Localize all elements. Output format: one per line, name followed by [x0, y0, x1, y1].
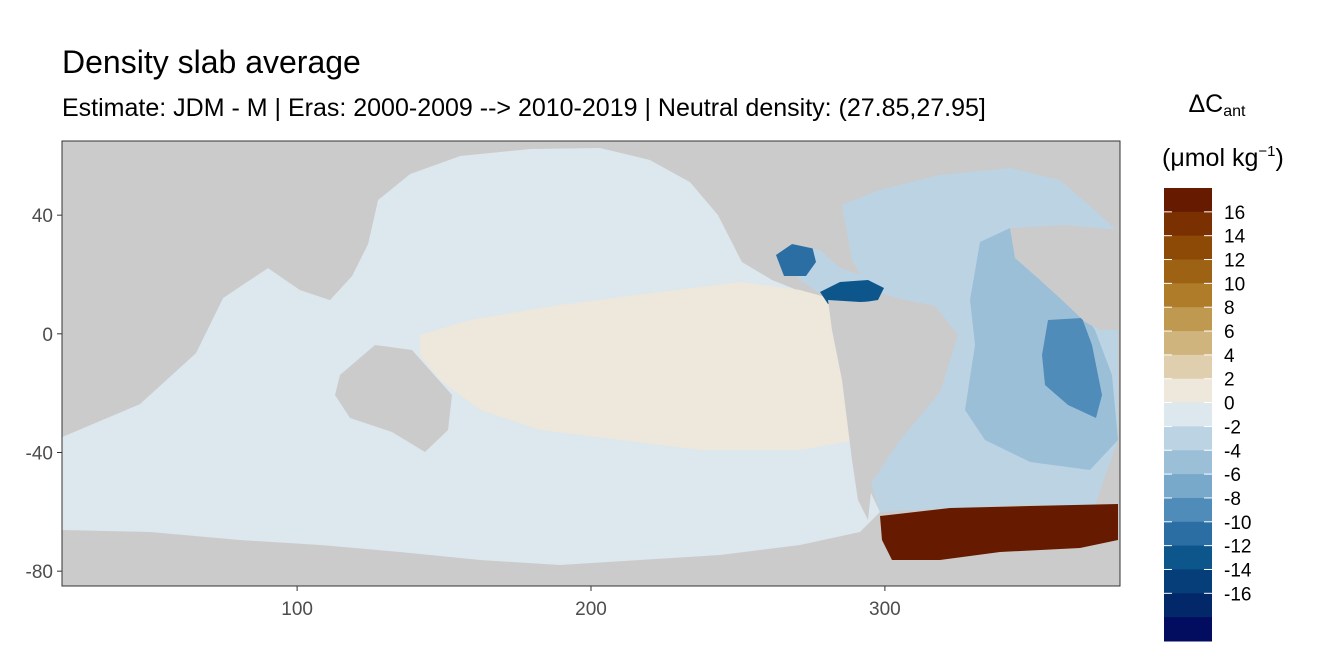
colorbar-label: -2	[1224, 417, 1241, 438]
colorbar-label: 10	[1224, 274, 1245, 295]
colorbar-swatch	[1164, 188, 1212, 213]
y-axis: 40 0 -40 -80	[26, 206, 62, 583]
colorbar-label: 6	[1224, 322, 1235, 343]
legend-title-subscript: ant	[1223, 103, 1246, 120]
x-tick-label: 100	[281, 599, 313, 620]
colorbar-swatch	[1164, 378, 1212, 404]
colorbar-swatch	[1164, 331, 1212, 356]
y-tick-label: -40	[26, 444, 53, 465]
colorbar-label: 0	[1224, 394, 1235, 415]
colorbar-swatch	[1164, 354, 1212, 380]
land-europe	[1060, 141, 1120, 232]
colorbar-swatch	[1164, 617, 1212, 642]
x-axis: 100 200 300	[281, 586, 901, 620]
colorbar-swatch	[1164, 235, 1212, 261]
x-tick-label: 300	[869, 599, 901, 620]
colorbar-swatch	[1164, 569, 1212, 594]
colorbar-label: 14	[1224, 227, 1246, 248]
y-tick-label: 40	[32, 206, 53, 227]
map-layers	[62, 141, 1120, 586]
land-africa	[1010, 225, 1118, 330]
ocean-equatorial-pacific	[420, 282, 856, 450]
colorbar-label: -14	[1224, 560, 1252, 581]
colorbar-label: 2	[1224, 370, 1235, 391]
colorbar-label: -10	[1224, 513, 1251, 534]
colorbar-swatch	[1164, 521, 1212, 547]
colorbar-swatch	[1164, 211, 1212, 237]
land-asia	[62, 141, 480, 437]
chart-title: Density slab average	[62, 44, 361, 80]
colorbar-swatch	[1164, 497, 1212, 523]
colorbar-label: -8	[1224, 489, 1241, 510]
colorbar-label: 12	[1224, 251, 1245, 272]
ocean-caribbean	[820, 280, 884, 304]
colorbar-label: 8	[1224, 298, 1235, 319]
colorbar-swatch	[1164, 426, 1212, 451]
land-north-america	[600, 141, 842, 262]
ocean-angola-basin	[1042, 318, 1102, 418]
legend-title-symbol: ΔC	[1188, 90, 1224, 118]
colorbar-swatch	[1164, 593, 1212, 618]
legend-unit-prefix: (μmol kg	[1162, 144, 1259, 172]
colorbar-label: -4	[1224, 441, 1241, 462]
colorbar-label: -12	[1224, 537, 1251, 558]
x-tick-label: 200	[575, 599, 607, 620]
colorbar-label: 4	[1224, 346, 1235, 367]
legend-title: ΔCant	[1176, 86, 1258, 130]
y-tick-label: 0	[42, 325, 53, 346]
colorbar-swatch	[1164, 283, 1212, 308]
colorbar-label: -16	[1224, 584, 1251, 605]
colorbar-swatch	[1164, 450, 1212, 475]
colorbar-label: 16	[1224, 203, 1245, 224]
ocean-weddell-sea	[880, 504, 1118, 560]
colorbar-swatch	[1164, 545, 1212, 570]
colorbar-label: -6	[1224, 465, 1241, 486]
land-australia	[335, 345, 452, 452]
legend-unit-suffix: )	[1275, 144, 1284, 172]
colorbar-swatch	[1164, 307, 1212, 332]
y-tick-label: -80	[26, 562, 53, 583]
legend-unit-superscript: −1	[1258, 143, 1276, 160]
chart-subtitle: Estimate: JDM - M | Eras: 2000-2009 --> …	[62, 94, 986, 122]
legend-unit: (μmol kg−1)	[1162, 134, 1284, 176]
land-antarctica	[62, 535, 1120, 586]
ocean-gulf-of-mexico	[776, 244, 816, 276]
colorbar-swatch	[1164, 259, 1212, 284]
colorbar-swatch	[1164, 402, 1212, 427]
colorbar-swatch	[1164, 474, 1212, 499]
land-south-america	[828, 300, 958, 520]
